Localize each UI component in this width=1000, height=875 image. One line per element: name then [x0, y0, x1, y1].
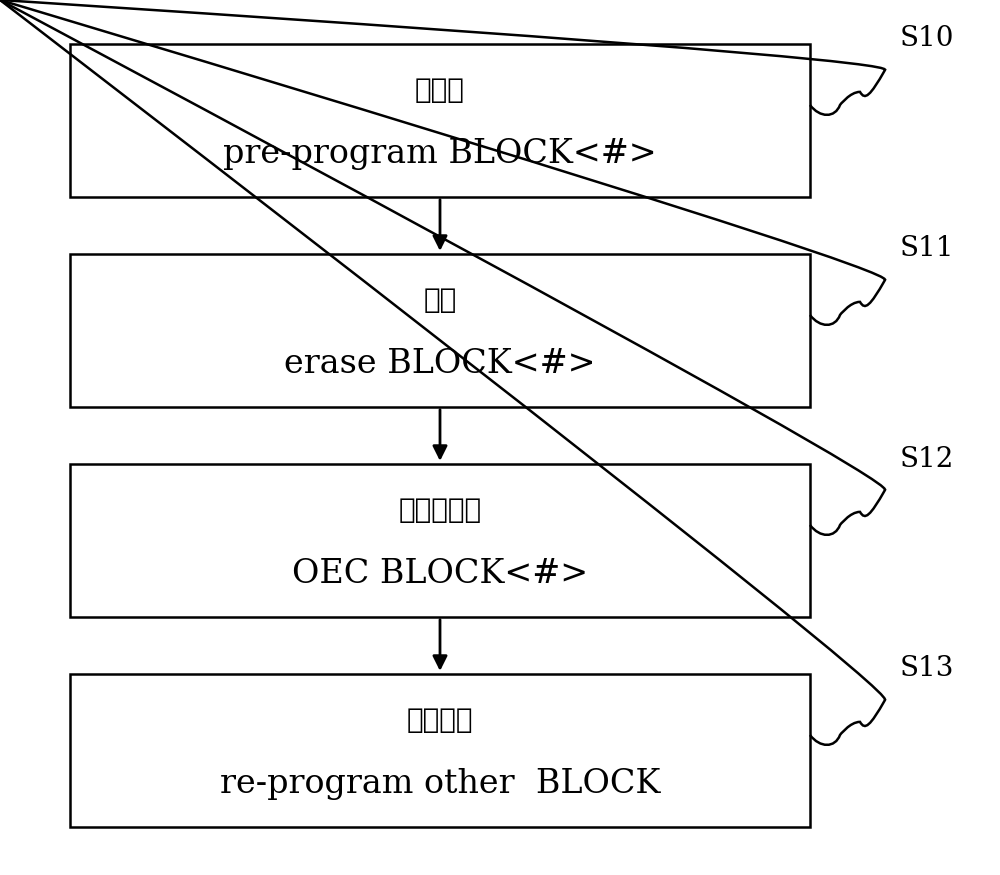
Bar — [70, 674, 810, 827]
Text: 重新编程: 重新编程 — [407, 705, 473, 733]
Text: S12: S12 — [900, 445, 954, 472]
Text: 擦除: 擦除 — [423, 285, 457, 313]
Text: OEC BLOCK<#>: OEC BLOCK<#> — [292, 558, 588, 590]
Bar — [70, 254, 810, 407]
Text: S13: S13 — [900, 655, 954, 682]
Text: S11: S11 — [900, 235, 954, 262]
Bar — [70, 44, 810, 197]
Text: 预编程: 预编程 — [415, 75, 465, 103]
Text: S10: S10 — [900, 25, 954, 52]
Text: 过擦除校正: 过擦除校正 — [398, 495, 482, 523]
Text: erase BLOCK<#>: erase BLOCK<#> — [284, 348, 596, 380]
Bar — [70, 464, 810, 617]
Text: pre-program BLOCK<#>: pre-program BLOCK<#> — [223, 138, 657, 170]
Text: re-program other  BLOCK: re-program other BLOCK — [220, 768, 660, 800]
